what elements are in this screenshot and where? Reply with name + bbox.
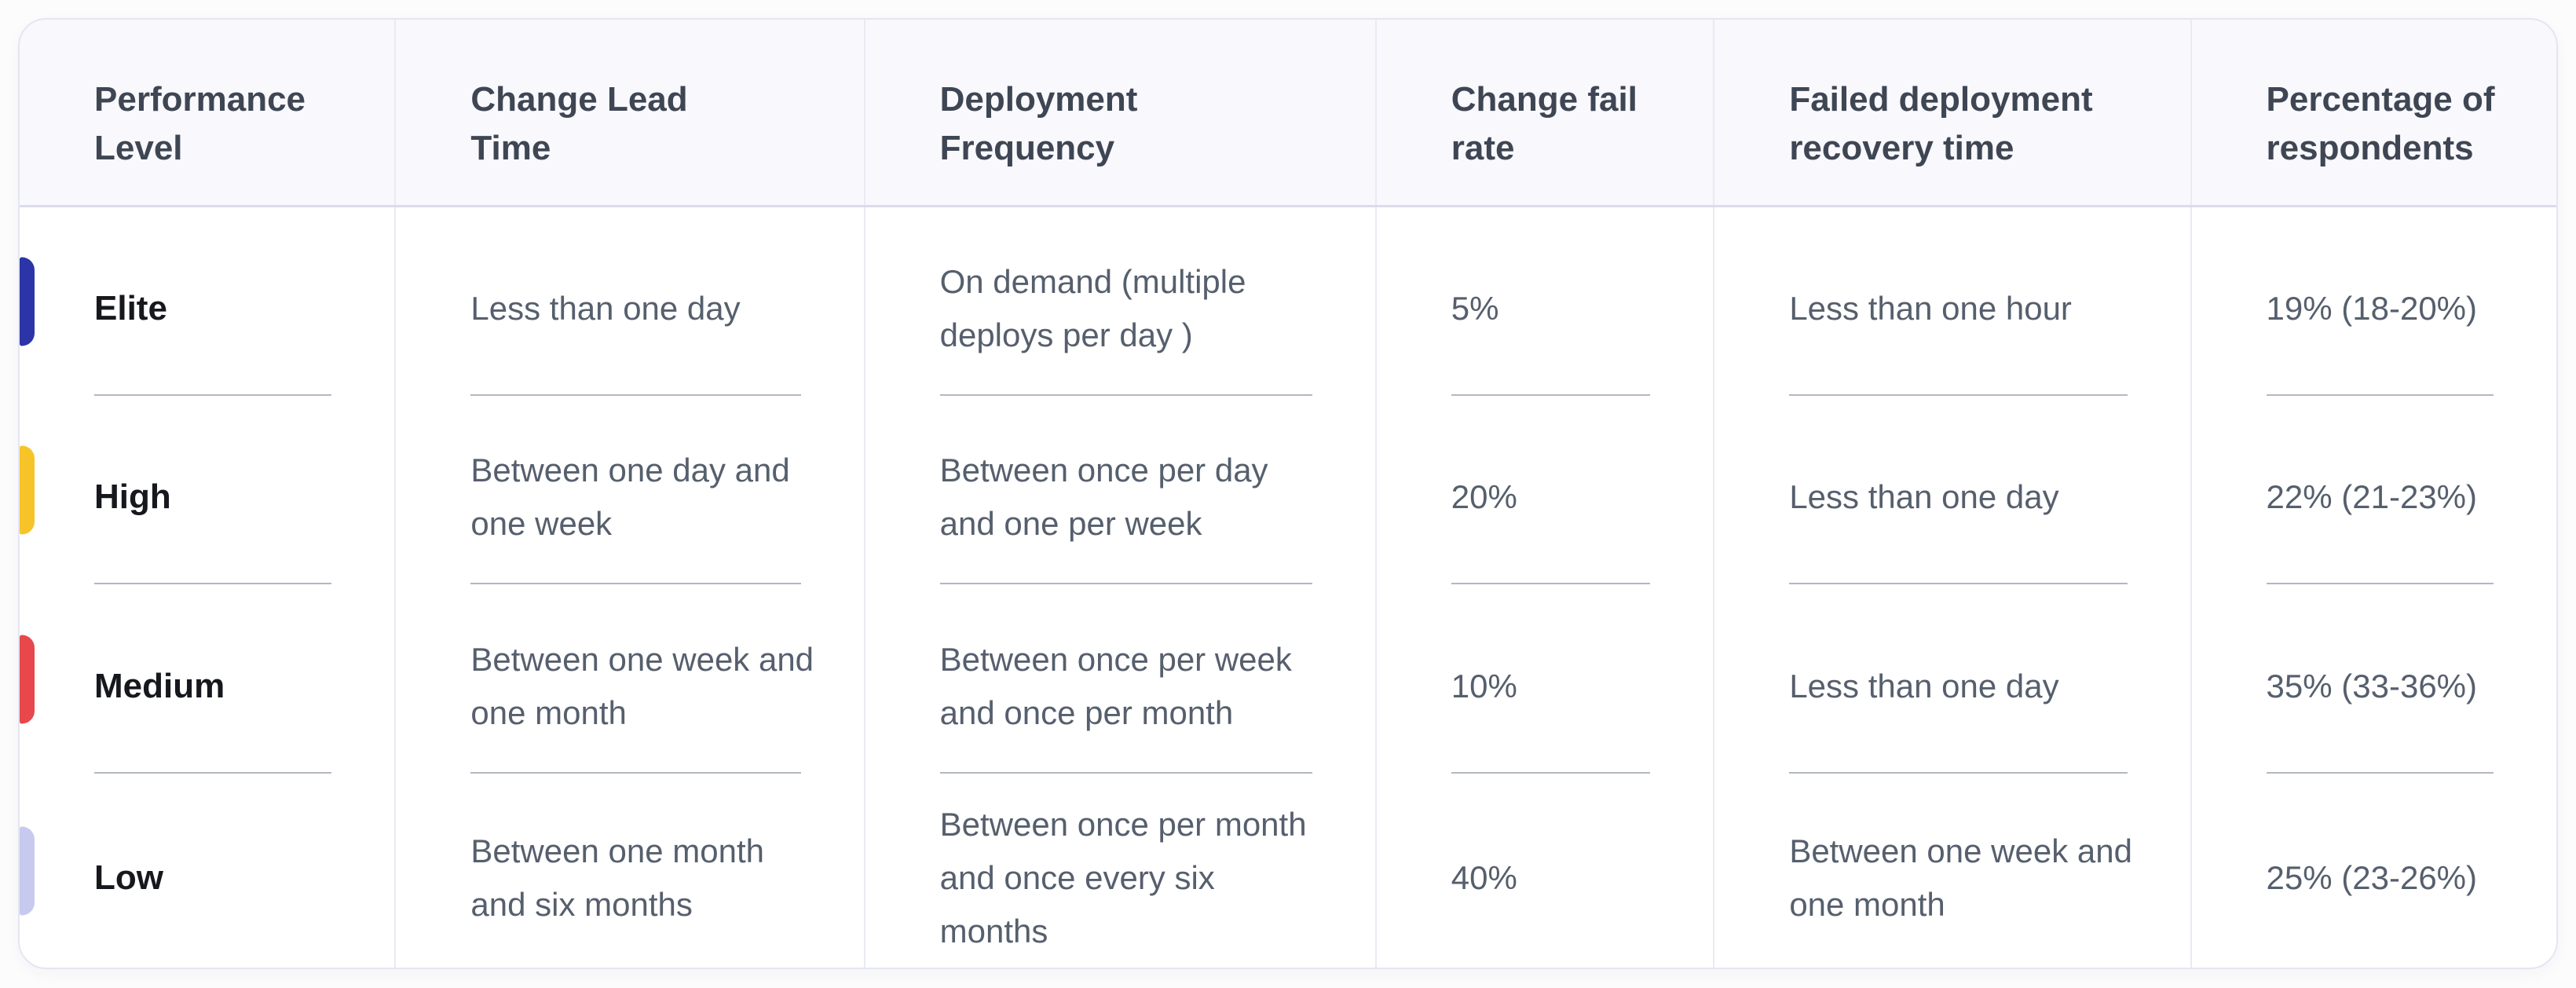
cell-change-lead-time: Between one day and one week [394, 396, 863, 584]
cell-change-fail-rate: 40% [1374, 774, 1714, 968]
cell-performance-level: High [20, 396, 394, 584]
level-name: High [94, 478, 171, 516]
cell-change-fail-rate: 20% [1374, 396, 1714, 584]
cell-failed-deployment-recovery-time: Between one week and one month [1713, 774, 2190, 968]
cell-deployment-frequency: Between once per day and one per week [863, 396, 1375, 584]
level-accent-bar [20, 826, 35, 915]
cell-text: 25% (23-26%) [2266, 858, 2478, 896]
cell-text: 35% (33-36%) [2266, 667, 2478, 704]
header-deployment-frequency: Deployment Frequency [863, 20, 1375, 205]
level-name: Low [94, 858, 163, 897]
table-row-elite: Elite Less than one day On demand (multi… [20, 207, 2556, 396]
table-row-low: Low Between one month and six months Bet… [20, 774, 2556, 968]
cell-text: Less than one day [1789, 667, 2059, 704]
table-row-high: High Between one day and one week Betwee… [20, 396, 2556, 584]
cell-text: 19% (18-20%) [2266, 290, 2478, 327]
header-label: Deployment Frequency [939, 80, 1138, 167]
table-row-medium: Medium Between one week and one month Be… [20, 584, 2556, 774]
header-failed-deployment-recovery-time: Failed deployment recovery time [1713, 20, 2190, 205]
header-percentage-of-respondents: Percentage of respondents [2190, 20, 2556, 205]
cell-text: Between one week and one month [1789, 832, 2132, 923]
header-label: Failed deployment recovery time [1789, 80, 2093, 167]
cell-failed-deployment-recovery-time: Less than one hour [1713, 207, 2190, 396]
cell-deployment-frequency: Between once per week and once per month [863, 584, 1375, 774]
cell-percentage-of-respondents: 35% (33-36%) [2190, 584, 2556, 774]
header-change-fail-rate: Change fail rate [1374, 20, 1714, 205]
header-performance-level: Performance Level [20, 20, 394, 205]
cell-text: Less than one day [1789, 478, 2059, 515]
cell-text: Between once per week and once per month [939, 640, 1292, 731]
cell-performance-level: Low [20, 774, 394, 968]
cell-text: Between one week and one month [470, 640, 814, 731]
cell-change-lead-time: Less than one day [394, 207, 863, 396]
metrics-table-card: Performance Level Change Lead Time Deplo… [18, 18, 2558, 969]
header-change-lead-time: Change Lead Time [394, 20, 863, 205]
cell-deployment-frequency: On demand (multiple deploys per day ) [863, 207, 1375, 396]
header-label: Change fail rate [1451, 80, 1637, 167]
level-accent-bar [20, 257, 35, 346]
cell-text: Between one month and six months [470, 832, 764, 923]
cell-deployment-frequency: Between once per month and once every si… [863, 774, 1375, 968]
level-name: Elite [94, 289, 167, 328]
cell-change-lead-time: Between one month and six months [394, 774, 863, 968]
cell-text: Between once per month and once every si… [939, 805, 1307, 950]
cell-change-fail-rate: 5% [1374, 207, 1714, 396]
cell-change-lead-time: Between one week and one month [394, 584, 863, 774]
cell-percentage-of-respondents: 22% (21-23%) [2190, 396, 2556, 584]
level-name: Medium [94, 666, 225, 705]
header-label: Change Lead Time [470, 80, 688, 167]
cell-performance-level: Elite [20, 207, 394, 396]
cell-text: 22% (21-23%) [2266, 478, 2478, 515]
cell-text: Between one day and one week [470, 452, 790, 542]
cell-text: Less than one day [470, 290, 741, 327]
cell-change-fail-rate: 10% [1374, 584, 1714, 774]
cell-performance-level: Medium [20, 584, 394, 774]
level-accent-bar [20, 635, 35, 723]
cell-text: 10% [1451, 667, 1517, 704]
cell-text: 40% [1451, 858, 1517, 896]
level-accent-bar [20, 445, 35, 535]
cell-percentage-of-respondents: 25% (23-26%) [2190, 774, 2556, 968]
cell-failed-deployment-recovery-time: Less than one day [1713, 396, 2190, 584]
cell-text: Between once per day and one per week [939, 452, 1268, 542]
cell-text: Less than one hour [1789, 290, 2072, 327]
cell-text: 5% [1451, 290, 1499, 327]
header-label: Percentage of respondents [2266, 80, 2495, 167]
cell-failed-deployment-recovery-time: Less than one day [1713, 584, 2190, 774]
header-label: Performance Level [94, 80, 306, 167]
cell-percentage-of-respondents: 19% (18-20%) [2190, 207, 2556, 396]
cell-text: 20% [1451, 478, 1517, 515]
table-header-row: Performance Level Change Lead Time Deplo… [20, 20, 2556, 207]
cell-text: On demand (multiple deploys per day ) [939, 263, 1246, 353]
